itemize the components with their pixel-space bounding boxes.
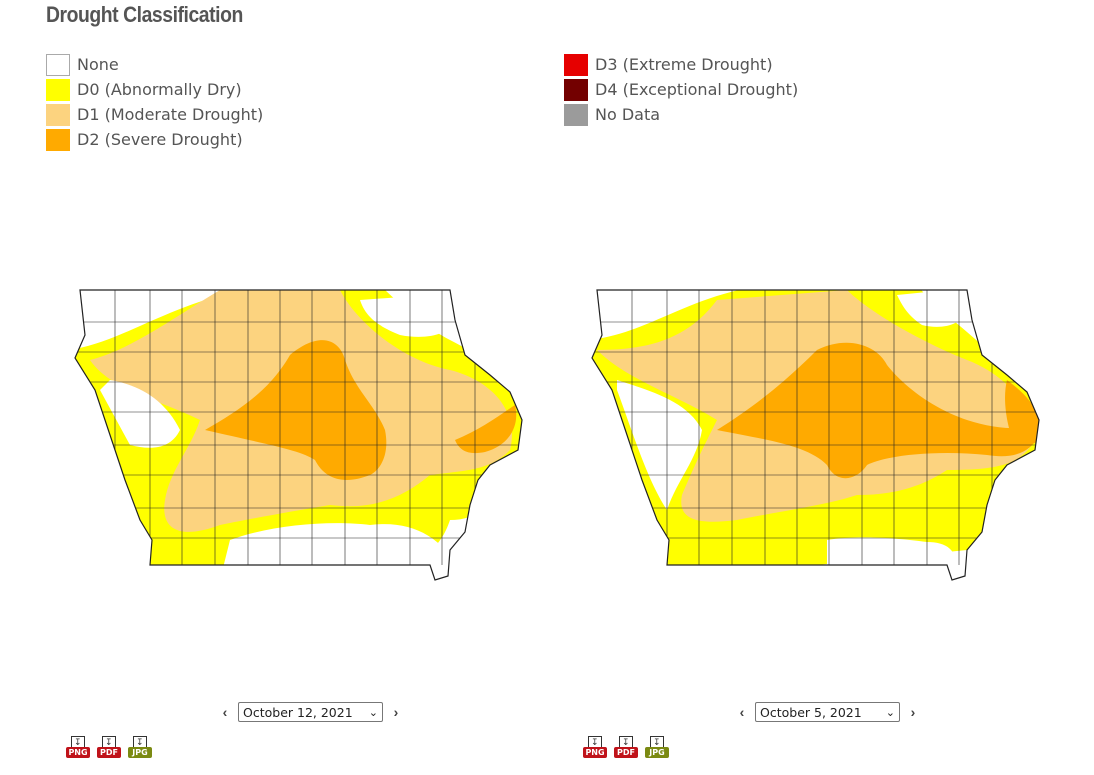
state-outline <box>591 289 1040 581</box>
legend-label: D2 (Severe Drought) <box>77 130 243 149</box>
download-label: JPG <box>128 747 152 758</box>
none-region-sw <box>100 380 180 448</box>
state-outline <box>74 289 523 581</box>
jpg-download-icon[interactable]: ↧ JPG <box>645 736 669 760</box>
date-select-value: October 5, 2021 <box>760 704 862 720</box>
d2-region-east <box>1005 380 1039 450</box>
legend-item-d2: D2 (Severe Drought) <box>46 127 263 152</box>
legend-item-d4: D4 (Exceptional Drought) <box>564 77 798 102</box>
legend-swatch <box>46 78 70 101</box>
chevron-down-icon: ⌄ <box>885 705 895 719</box>
d2-region-east <box>455 405 517 454</box>
png-download-icon[interactable]: ↧ PNG <box>583 736 607 760</box>
legend-item-d3: D3 (Extreme Drought) <box>564 52 798 77</box>
legend-swatch <box>564 103 588 126</box>
download-label: JPG <box>645 747 669 758</box>
download-buttons-current: ↧ PNG ↧ PDF ↧ JPG <box>66 736 152 760</box>
none-region-se <box>827 537 957 575</box>
chevron-right-icon[interactable]: › <box>393 704 399 720</box>
jpg-download-icon[interactable]: ↧ JPG <box>128 736 152 760</box>
legend-swatch <box>46 128 70 151</box>
page-title: Drought Classification <box>46 2 243 27</box>
legend-label: D4 (Exceptional Drought) <box>595 80 799 99</box>
date-select-current[interactable]: October 12, 2021 ⌄ <box>238 702 383 722</box>
legend-item-d0: D0 (Abnormally Dry) <box>46 77 263 102</box>
date-nav-current: ‹ October 12, 2021 ⌄ › <box>218 702 403 722</box>
pdf-download-icon[interactable]: ↧ PDF <box>97 736 121 760</box>
download-label: PNG <box>583 747 607 758</box>
drought-map-previous <box>591 289 1040 581</box>
download-arrow-icon: ↧ <box>136 737 144 747</box>
download-arrow-icon: ↧ <box>622 737 630 747</box>
none-region-ne <box>360 295 455 337</box>
legend-swatch <box>46 53 70 76</box>
pdf-download-icon[interactable]: ↧ PDF <box>614 736 638 760</box>
png-download-icon[interactable]: ↧ PNG <box>66 736 90 760</box>
date-select-value: October 12, 2021 <box>243 704 353 720</box>
county-grid <box>592 290 1039 565</box>
legend-item-d1: D1 (Moderate Drought) <box>46 102 263 127</box>
none-region-ne <box>897 290 967 327</box>
legend-item-none: None <box>46 52 263 77</box>
download-label: PNG <box>66 747 90 758</box>
legend-left: None D0 (Abnormally Dry) D1 (Moderate Dr… <box>46 52 263 152</box>
download-arrow-icon: ↧ <box>591 737 599 747</box>
county-grid <box>75 290 522 565</box>
legend-label: D0 (Abnormally Dry) <box>77 80 242 99</box>
legend-label: D3 (Extreme Drought) <box>595 55 773 74</box>
legend-swatch <box>46 103 70 126</box>
chevron-down-icon: ⌄ <box>368 705 378 719</box>
drought-map-current <box>74 289 523 581</box>
chevron-right-icon[interactable]: › <box>910 704 916 720</box>
legend-label: D1 (Moderate Drought) <box>77 105 264 124</box>
chevron-left-icon[interactable]: ‹ <box>739 704 745 720</box>
download-arrow-icon: ↧ <box>74 737 82 747</box>
legend-item-no-data: No Data <box>564 102 798 127</box>
date-select-previous[interactable]: October 5, 2021 ⌄ <box>755 702 900 722</box>
legend-label: No Data <box>595 105 661 124</box>
legend-label: None <box>77 55 119 74</box>
date-nav-previous: ‹ October 5, 2021 ⌄ › <box>735 702 920 722</box>
legend-swatch <box>564 78 588 101</box>
legend-swatch <box>564 53 588 76</box>
download-label: PDF <box>97 747 121 758</box>
legend-right: D3 (Extreme Drought) D4 (Exceptional Dro… <box>564 52 798 127</box>
chevron-left-icon[interactable]: ‹ <box>222 704 228 720</box>
download-arrow-icon: ↧ <box>653 737 661 747</box>
download-arrow-icon: ↧ <box>105 737 113 747</box>
download-label: PDF <box>614 747 638 758</box>
d2-region <box>717 342 1039 479</box>
download-buttons-previous: ↧ PNG ↧ PDF ↧ JPG <box>583 736 669 760</box>
